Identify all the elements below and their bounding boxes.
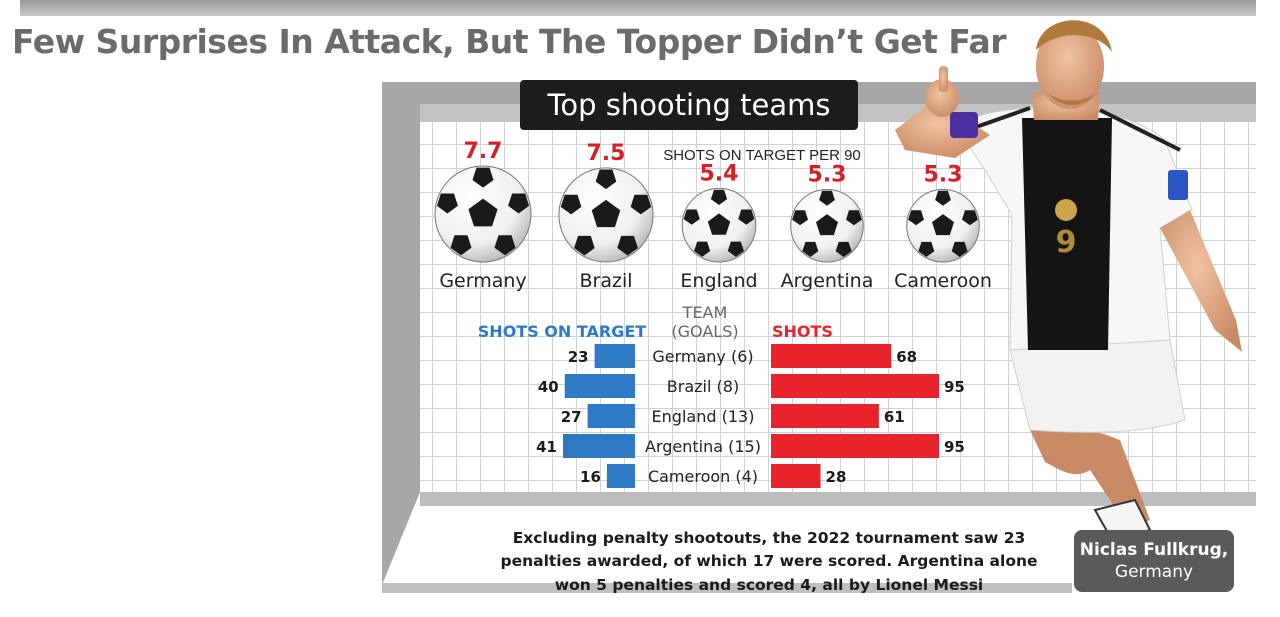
sot-bar xyxy=(563,434,635,458)
player-name: Niclas Fullkrug, xyxy=(1079,539,1229,560)
team-name-label: Germany xyxy=(439,270,526,292)
shots-bar xyxy=(771,434,939,458)
ball-mark xyxy=(434,165,532,263)
shots-bar xyxy=(771,374,939,398)
shots-bar xyxy=(771,464,821,488)
rate-value-label: 5.4 xyxy=(700,161,739,186)
ball-mark xyxy=(790,188,864,263)
sot-bar xyxy=(606,464,635,488)
team-name-label: England xyxy=(680,270,757,292)
shots-value-label: 95 xyxy=(944,438,965,456)
ball-mark xyxy=(906,188,980,263)
team-name-label: Brazil xyxy=(579,270,632,292)
sot-value-label: 40 xyxy=(538,378,559,396)
sot-bar xyxy=(564,374,635,398)
sot-bar xyxy=(587,404,635,428)
shots-header: SHOTS xyxy=(772,322,833,341)
team-header: TEAM xyxy=(682,303,728,322)
team-goals-label: England (13) xyxy=(652,407,755,426)
rate-value-label: 5.3 xyxy=(924,162,963,187)
team-goals-label: Cameroon (4) xyxy=(648,467,758,486)
team-name-label: Cameroon xyxy=(894,270,992,292)
sot-value-label: 16 xyxy=(580,468,601,486)
shots-value-label: 61 xyxy=(884,408,905,426)
footnote: Excluding penalty shootouts, the 2022 to… xyxy=(500,529,1038,594)
ball-mark xyxy=(558,167,654,263)
shots-value-label: 28 xyxy=(826,468,847,486)
rate-chart: SHOTS ON TARGET PER 90 7.7 Germany 7.5 Brazi… xyxy=(434,139,992,292)
headline: Few Surprises In Attack, But The Topper … xyxy=(12,22,1007,61)
rate-chart-title: SHOTS ON TARGET PER 90 xyxy=(663,147,861,164)
player-country: Germany xyxy=(1114,562,1194,582)
rate-value-label: 7.7 xyxy=(464,139,503,164)
sot-bar xyxy=(594,344,635,368)
top-rule xyxy=(20,0,1256,16)
rate-value-label: 5.3 xyxy=(808,162,847,187)
sot-value-label: 23 xyxy=(568,348,589,366)
team-goals-label: Argentina (15) xyxy=(645,437,761,456)
shots-value-label: 68 xyxy=(896,348,917,366)
sot-header: SHOTS ON TARGET xyxy=(478,322,647,341)
panel-title: Top shooting teams xyxy=(520,80,858,130)
rate-value-label: 7.5 xyxy=(587,141,626,166)
shots-bar xyxy=(771,404,879,428)
ball-mark xyxy=(681,187,757,263)
sot-value-label: 27 xyxy=(561,408,582,426)
team-name-label: Argentina xyxy=(781,270,874,292)
svg-text:9: 9 xyxy=(1056,225,1077,260)
sot-value-label: 41 xyxy=(536,438,557,456)
shots-value-label: 95 xyxy=(944,378,965,396)
shots-bar-chart: SHOTS ON TARGET SHOTS TEAM(GOALS) 23 Germany… xyxy=(478,303,965,488)
goals-header: (GOALS) xyxy=(671,322,738,341)
shots-bar xyxy=(771,344,892,368)
team-goals-label: Brazil (8) xyxy=(667,377,739,396)
player-caption: Niclas Fullkrug, Germany xyxy=(1074,530,1234,592)
player-photo: 9 xyxy=(895,20,1242,542)
team-goals-label: Germany (6) xyxy=(652,347,753,366)
